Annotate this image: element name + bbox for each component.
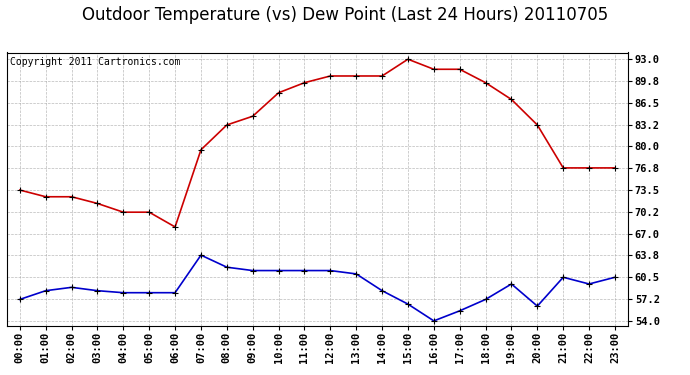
Text: Copyright 2011 Cartronics.com: Copyright 2011 Cartronics.com (10, 57, 180, 67)
Text: Outdoor Temperature (vs) Dew Point (Last 24 Hours) 20110705: Outdoor Temperature (vs) Dew Point (Last… (82, 6, 608, 24)
